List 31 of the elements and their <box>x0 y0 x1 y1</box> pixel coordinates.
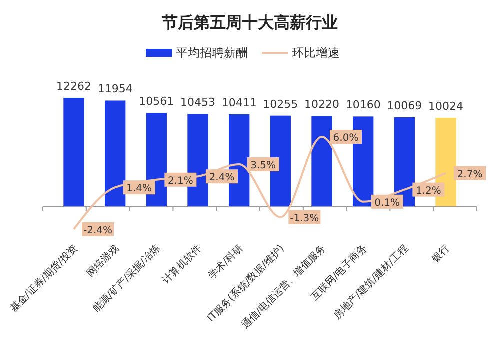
x-tick-label: 银行 <box>429 243 452 266</box>
x-tick-label: 学术/科研 <box>206 242 246 282</box>
chart-title: 节后第五周十大高薪行业 <box>161 13 338 32</box>
data-label: 10561 <box>139 95 174 108</box>
data-label: 10069 <box>387 99 422 112</box>
data-label: 10160 <box>346 98 381 112</box>
data-label: 10411 <box>222 96 257 110</box>
data-label: -2.4% <box>83 225 113 236</box>
data-label: -1.3% <box>290 213 320 224</box>
data-label: 2.7% <box>457 169 483 180</box>
data-label: 10220 <box>304 98 340 112</box>
data-label: 2.4% <box>209 172 235 184</box>
bar <box>64 98 84 207</box>
data-label: 11954 <box>98 82 133 96</box>
x-tick-label: 计算机软件 <box>160 242 204 286</box>
data-label: 10255 <box>263 98 298 111</box>
data-label: 1.2% <box>416 186 442 197</box>
data-label: 12262 <box>56 80 92 93</box>
x-tick-label: 基金/证券/期货/投资 <box>8 242 80 315</box>
data-label: 10024 <box>428 100 464 113</box>
data-label: 3.5% <box>250 160 276 172</box>
data-label: 2.1% <box>168 176 194 187</box>
data-label: 1.4% <box>126 184 152 195</box>
bar <box>312 116 332 207</box>
data-label: 6.0% <box>333 133 359 144</box>
bar <box>105 100 126 207</box>
legend-label: 平均招聘薪酬 <box>176 46 248 60</box>
legend-label: 环比增速 <box>292 46 340 60</box>
x-tick-label: 网络游戏 <box>84 242 122 280</box>
data-label: 0.1% <box>374 198 400 209</box>
data-label: 10453 <box>180 96 216 110</box>
